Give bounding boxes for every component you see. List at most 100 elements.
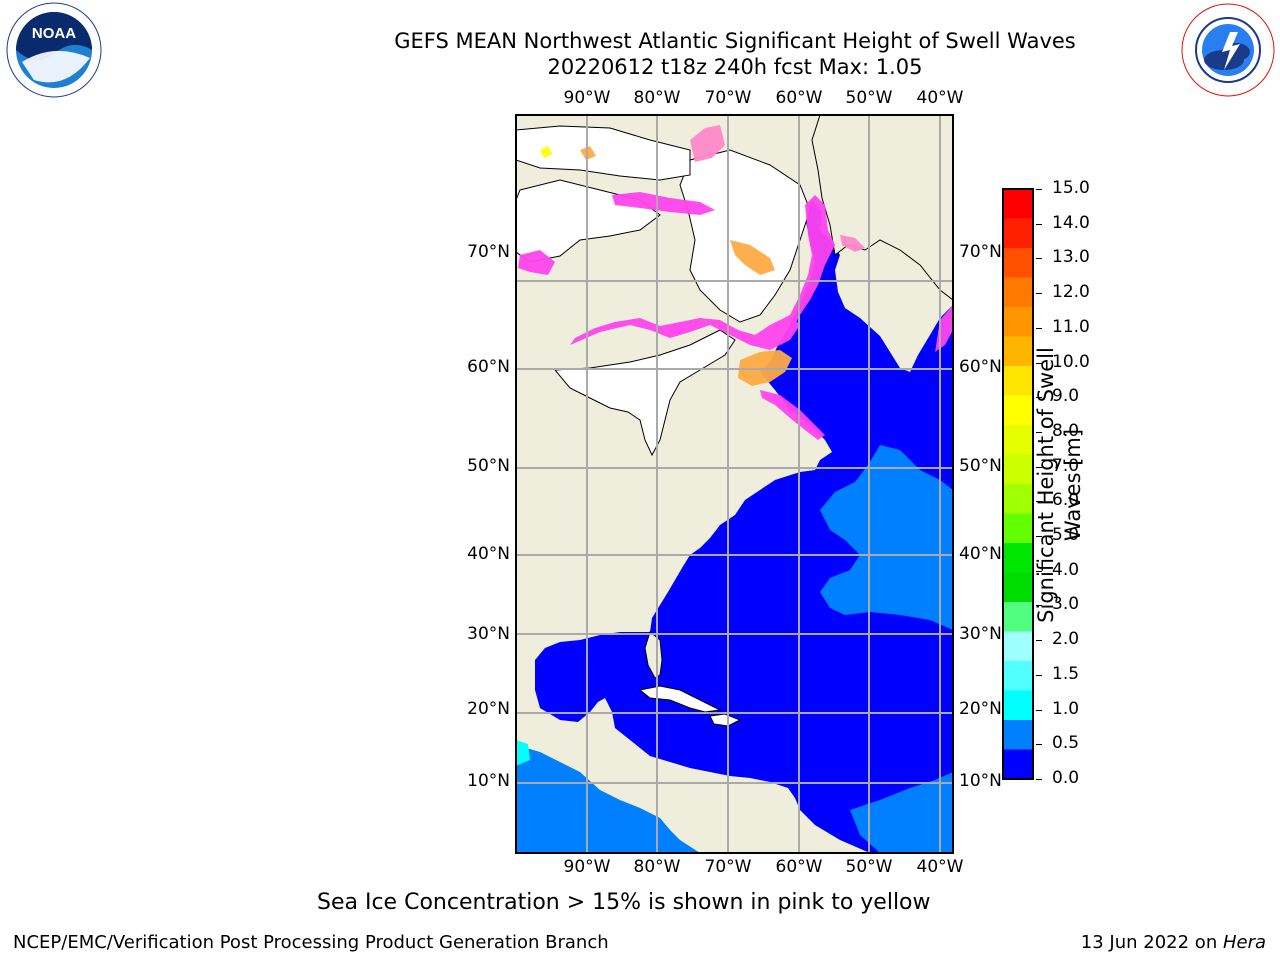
- colorbar-tick-mark: [1036, 640, 1042, 642]
- colorbar-title-line2: Waves [m]: [1061, 428, 1085, 542]
- colorbar-tick-label: 7.0: [1052, 455, 1080, 476]
- lat-label-right: 50°N: [959, 456, 1002, 476]
- colorbar-tick-mark: [1036, 397, 1042, 399]
- colorbar-swatch: [1003, 425, 1033, 455]
- arctic-archipelago-area: [679, 149, 811, 323]
- map-gridlines: [516, 115, 953, 853]
- lat-label-left: 50°N: [467, 456, 510, 476]
- colorbar-tick-label: 9.0: [1052, 386, 1080, 407]
- colorbar-tick-mark: [1036, 709, 1042, 711]
- colorbar-tick-label: 4.0: [1052, 559, 1080, 580]
- colorbar-tick-label: 3.0: [1052, 594, 1080, 615]
- lon-label-top: 80°W: [633, 88, 681, 108]
- colorbar-tick-label: 15.0: [1052, 178, 1090, 198]
- colorbar-tick-label: 13.0: [1052, 247, 1090, 268]
- colorbar-swatch: [1003, 543, 1033, 573]
- map-subtitle: 20220612 t18z 240h fcst Max: 1.05: [547, 55, 923, 79]
- colorbar-tick-mark: [1036, 501, 1042, 503]
- swell-region-south-atlantic: [850, 772, 953, 853]
- colorbar-tick-label: 14.0: [1052, 212, 1090, 233]
- lon-label-top: 60°W: [775, 88, 823, 108]
- pacific-ocean-area: [516, 745, 700, 853]
- lat-label-right: 40°N: [959, 544, 1002, 564]
- colorbar-swatch: [1003, 484, 1033, 514]
- colorbar-swatch: [1003, 749, 1033, 780]
- lon-label-bottom: 70°W: [704, 857, 752, 877]
- lat-label-left: 60°N: [467, 357, 510, 377]
- cuba-island: [638, 685, 722, 713]
- colorbar-tick-label: 2.0: [1052, 629, 1080, 650]
- colorbar-tick-mark: [1036, 674, 1042, 676]
- nws-logo-icon: [1181, 3, 1275, 97]
- lon-label-bottom: 80°W: [633, 857, 681, 877]
- colorbar: [1002, 188, 1034, 780]
- lat-label-right: 30°N: [959, 624, 1002, 644]
- map-title: GEFS MEAN Northwest Atlantic Significant…: [394, 29, 1076, 53]
- lat-label-right: 10°N: [959, 771, 1002, 791]
- footer-date: 13 Jun 2022 on Hera: [1081, 932, 1266, 953]
- colorbar-tick-mark: [1036, 258, 1042, 260]
- lon-label-bottom: 40°W: [916, 857, 964, 877]
- lat-label-left: 40°N: [467, 544, 510, 564]
- lat-label-right: 70°N: [959, 242, 1002, 262]
- lat-label-left: 70°N: [467, 242, 510, 262]
- lon-label-top: 90°W: [563, 88, 611, 108]
- lon-label-bottom: 90°W: [563, 857, 611, 877]
- lat-label-left: 10°N: [467, 771, 510, 791]
- colorbar-tick-label: 11.0: [1052, 316, 1090, 337]
- hudson-bay-area: [553, 329, 736, 457]
- colorbar-tick-mark: [1036, 223, 1042, 225]
- lon-label-top: 40°W: [916, 88, 964, 108]
- colorbar-tick-mark: [1036, 293, 1042, 295]
- colorbar-swatch: [1003, 395, 1033, 426]
- noaa-logo-text: NOAA: [32, 25, 76, 42]
- colorbar-swatch: [1003, 602, 1033, 632]
- lat-label-right: 20°N: [959, 699, 1002, 719]
- colorbar-tick-mark: [1036, 779, 1042, 780]
- footer-branch: NCEP/EMC/Verification Post Processing Pr…: [13, 932, 609, 953]
- colorbar-tick-mark: [1036, 570, 1042, 572]
- colorbar-tick-mark: [1036, 431, 1042, 433]
- lon-label-bottom: 60°W: [775, 857, 823, 877]
- colorbar-tick-label: 8.0: [1052, 420, 1080, 441]
- lat-label-left: 30°N: [467, 624, 510, 644]
- colorbar-swatch: [1003, 336, 1033, 367]
- lon-label-top: 50°W: [845, 88, 893, 108]
- colorbar-swatch: [1003, 189, 1033, 219]
- colorbar-tick-label: 1.5: [1052, 663, 1080, 684]
- colorbar-swatch: [1003, 720, 1033, 750]
- colorbar-tick-label: 6.0: [1052, 490, 1080, 511]
- colorbar-tick-label: 10.0: [1052, 351, 1090, 372]
- map-frame: [515, 114, 954, 854]
- colorbar-swatch: [1003, 661, 1033, 691]
- colorbar-tick-label: 0.5: [1052, 733, 1080, 754]
- lon-label-top: 70°W: [704, 88, 752, 108]
- colorbar-swatch: [1003, 513, 1033, 544]
- colorbar-swatch: [1003, 277, 1033, 308]
- colorbar-swatch: [1003, 690, 1033, 721]
- colorbar-tick-mark: [1036, 605, 1042, 607]
- colorbar-swatch: [1003, 307, 1033, 337]
- sea-ice-caption: Sea Ice Concentration > 15% is shown in …: [317, 890, 931, 915]
- lat-label-right: 60°N: [959, 357, 1002, 377]
- colorbar-tick-mark: [1036, 189, 1042, 190]
- colorbar-tick-mark: [1036, 744, 1042, 746]
- footer-host: Hera: [1222, 932, 1266, 953]
- colorbar-tick-label: 5.0: [1052, 525, 1080, 546]
- pacific-cyan-patch: [516, 740, 530, 766]
- colorbar-tick-label: 1.0: [1052, 698, 1080, 719]
- colorbar-swatch: [1003, 218, 1033, 249]
- swell-region-mid-atlantic: [820, 445, 953, 630]
- lon-label-bottom: 50°W: [845, 857, 893, 877]
- colorbar-title-line1: Significant Height of Swell: [1034, 347, 1058, 623]
- colorbar-tick-label: 0.0: [1052, 768, 1080, 788]
- arctic-north-area: [516, 125, 691, 181]
- sea-ice-overlay: [518, 125, 953, 440]
- noaa-logo-icon: NOAA: [6, 2, 102, 98]
- colorbar-swatch: [1003, 366, 1033, 396]
- colorbar-swatch: [1003, 248, 1033, 278]
- footer-date-text: 13 Jun 2022 on: [1080, 932, 1223, 953]
- lat-label-left: 20°N: [467, 699, 510, 719]
- colorbar-tick-mark: [1036, 362, 1042, 364]
